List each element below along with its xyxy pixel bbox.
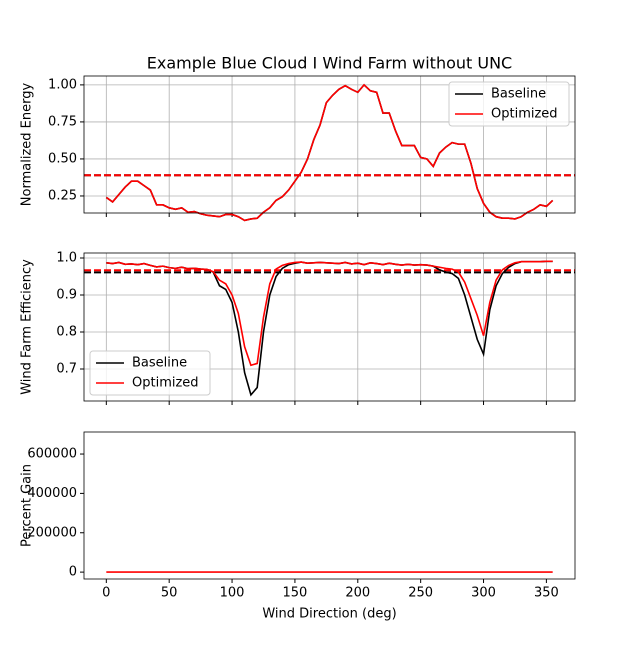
y-tick-label: 0.75 — [48, 114, 77, 129]
x-axis-label: Wind Direction (deg) — [262, 607, 396, 622]
y-tick-label: 0.7 — [56, 361, 77, 376]
legend-box — [89, 350, 211, 396]
y-tick-label: 1.00 — [48, 77, 77, 92]
y-tick-label: 0.9 — [56, 287, 77, 302]
x-tick-label: 50 — [161, 586, 178, 601]
y-tick-label: 0.50 — [48, 151, 77, 166]
legend-box — [448, 81, 570, 127]
series-line — [106, 260, 553, 367]
y-tick-label: 0 — [69, 565, 77, 580]
y-tick-label: 0.8 — [56, 324, 77, 339]
x-tick-label: 100 — [220, 586, 245, 601]
y-axis-label: Percent Gain — [20, 464, 35, 547]
x-tick-label: 200 — [345, 586, 370, 601]
axes-frame — [83, 431, 576, 580]
y-axis-label: Normalized Energy — [20, 83, 35, 207]
y-tick-label: 400000 — [27, 486, 77, 501]
legend-label: Optimized — [491, 107, 558, 122]
x-tick-label: 150 — [283, 586, 308, 601]
x-tick-label: 350 — [534, 586, 559, 601]
y-tick-label: 0.25 — [48, 188, 77, 203]
axes-frame — [83, 75, 576, 214]
series-line — [105, 83, 554, 222]
y-tick-label: 600000 — [27, 447, 77, 462]
y-tick-label: 1.0 — [56, 250, 77, 265]
legend-label: Baseline — [132, 356, 187, 371]
y-tick-label: 200000 — [27, 525, 77, 540]
x-tick-label: 250 — [408, 586, 433, 601]
axes-frame — [83, 252, 576, 402]
x-tick-label: 0 — [102, 586, 110, 601]
legend-label: Baseline — [491, 87, 546, 102]
chart-title: Example Blue Cloud I Wind Farm without U… — [147, 54, 512, 73]
y-axis-label: Wind Farm Efficiency — [20, 259, 35, 395]
legend-label: Optimized — [132, 376, 199, 391]
x-tick-label: 300 — [471, 586, 496, 601]
